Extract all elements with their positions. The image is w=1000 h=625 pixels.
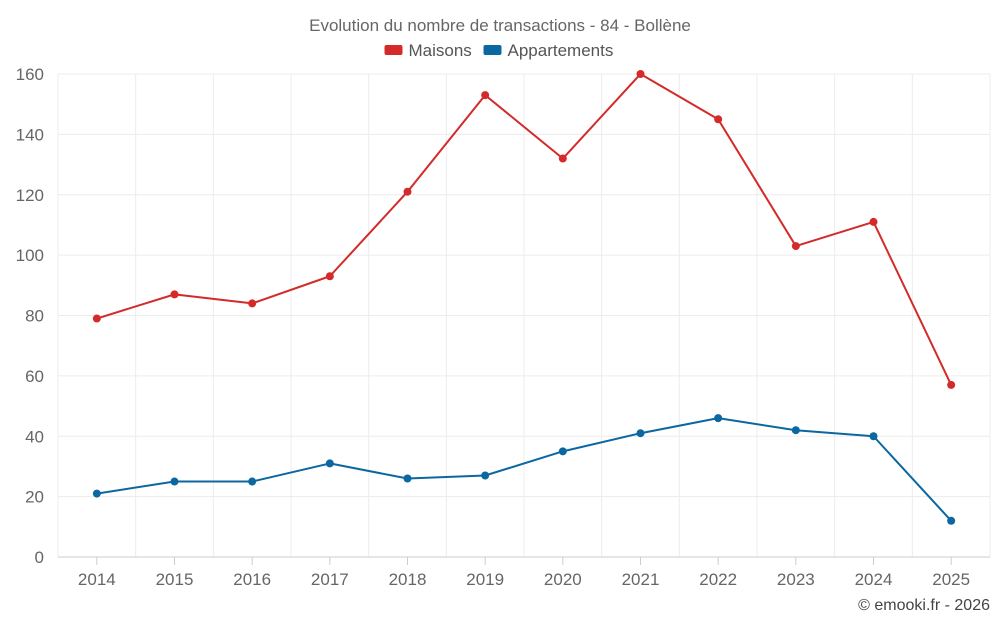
data-point[interactable]: [947, 380, 956, 389]
y-tick-label: 40: [25, 427, 44, 446]
x-tick-label: 2018: [389, 570, 427, 589]
y-tick-label: 140: [16, 125, 44, 144]
x-tick-label: 2022: [699, 570, 737, 589]
x-tick-label: 2023: [777, 570, 815, 589]
x-tick-label: 2016: [233, 570, 271, 589]
y-tick-label: 120: [16, 186, 44, 205]
y-tick-label: 100: [16, 246, 44, 265]
y-tick-label: 20: [25, 488, 44, 507]
series-line: [96, 73, 953, 386]
y-tick-label: 60: [25, 367, 44, 386]
y-axis: 0 20 40 60 80 100 120 140 160: [16, 65, 44, 567]
chart-title: Evolution du nombre de transactions - 84…: [309, 16, 691, 35]
data-point[interactable]: [403, 474, 412, 483]
chart-series: [92, 70, 956, 525]
credit-text: © emooki.fr - 2026: [858, 597, 990, 614]
chart-gridlines: [57, 73, 991, 557]
series-maisons: [92, 70, 956, 389]
data-point[interactable]: [248, 477, 257, 486]
legend-label: Appartements: [508, 41, 614, 60]
legend-swatch: [384, 45, 403, 55]
series-appartements: [92, 414, 956, 525]
data-point[interactable]: [325, 459, 334, 468]
x-tick-label: 2021: [622, 570, 660, 589]
x-tick-label: 2025: [932, 570, 970, 589]
legend-item-appartements[interactable]: Appartements: [483, 41, 614, 60]
data-point[interactable]: [714, 414, 723, 423]
legend-item-maisons[interactable]: Maisons: [384, 41, 472, 60]
series-line: [96, 417, 952, 522]
chart-legend[interactable]: Maisons Appartements: [384, 41, 614, 60]
x-tick-label: 2017: [311, 570, 349, 589]
data-point[interactable]: [92, 314, 101, 323]
data-point[interactable]: [481, 471, 490, 480]
data-point[interactable]: [791, 426, 800, 435]
data-point[interactable]: [869, 432, 878, 441]
data-point[interactable]: [869, 217, 878, 226]
data-point[interactable]: [325, 272, 334, 281]
y-tick-label: 80: [25, 307, 44, 326]
data-point[interactable]: [558, 154, 567, 163]
data-point[interactable]: [248, 299, 257, 308]
data-point[interactable]: [92, 489, 101, 498]
data-point[interactable]: [558, 447, 567, 456]
data-point[interactable]: [170, 477, 179, 486]
x-tick-label: 2020: [544, 570, 582, 589]
x-tick-label: 2014: [78, 570, 116, 589]
data-point[interactable]: [714, 115, 723, 124]
data-point[interactable]: [170, 290, 179, 299]
x-tick-label: 2019: [466, 570, 504, 589]
y-tick-label: 0: [35, 548, 44, 567]
data-point[interactable]: [791, 242, 800, 251]
data-point[interactable]: [481, 91, 490, 100]
data-point[interactable]: [636, 70, 645, 78]
data-point[interactable]: [403, 187, 412, 196]
legend-label: Maisons: [409, 41, 472, 60]
y-tick-label: 160: [16, 65, 44, 84]
x-tick-label: 2015: [156, 570, 194, 589]
x-tick-label: 2024: [855, 570, 893, 589]
x-axis: 2014 2015 2016 2017 2018 2019 2020 2021 2022 2023…: [58, 556, 990, 589]
data-point[interactable]: [947, 516, 956, 525]
legend-swatch: [483, 45, 502, 55]
data-point[interactable]: [636, 429, 645, 438]
